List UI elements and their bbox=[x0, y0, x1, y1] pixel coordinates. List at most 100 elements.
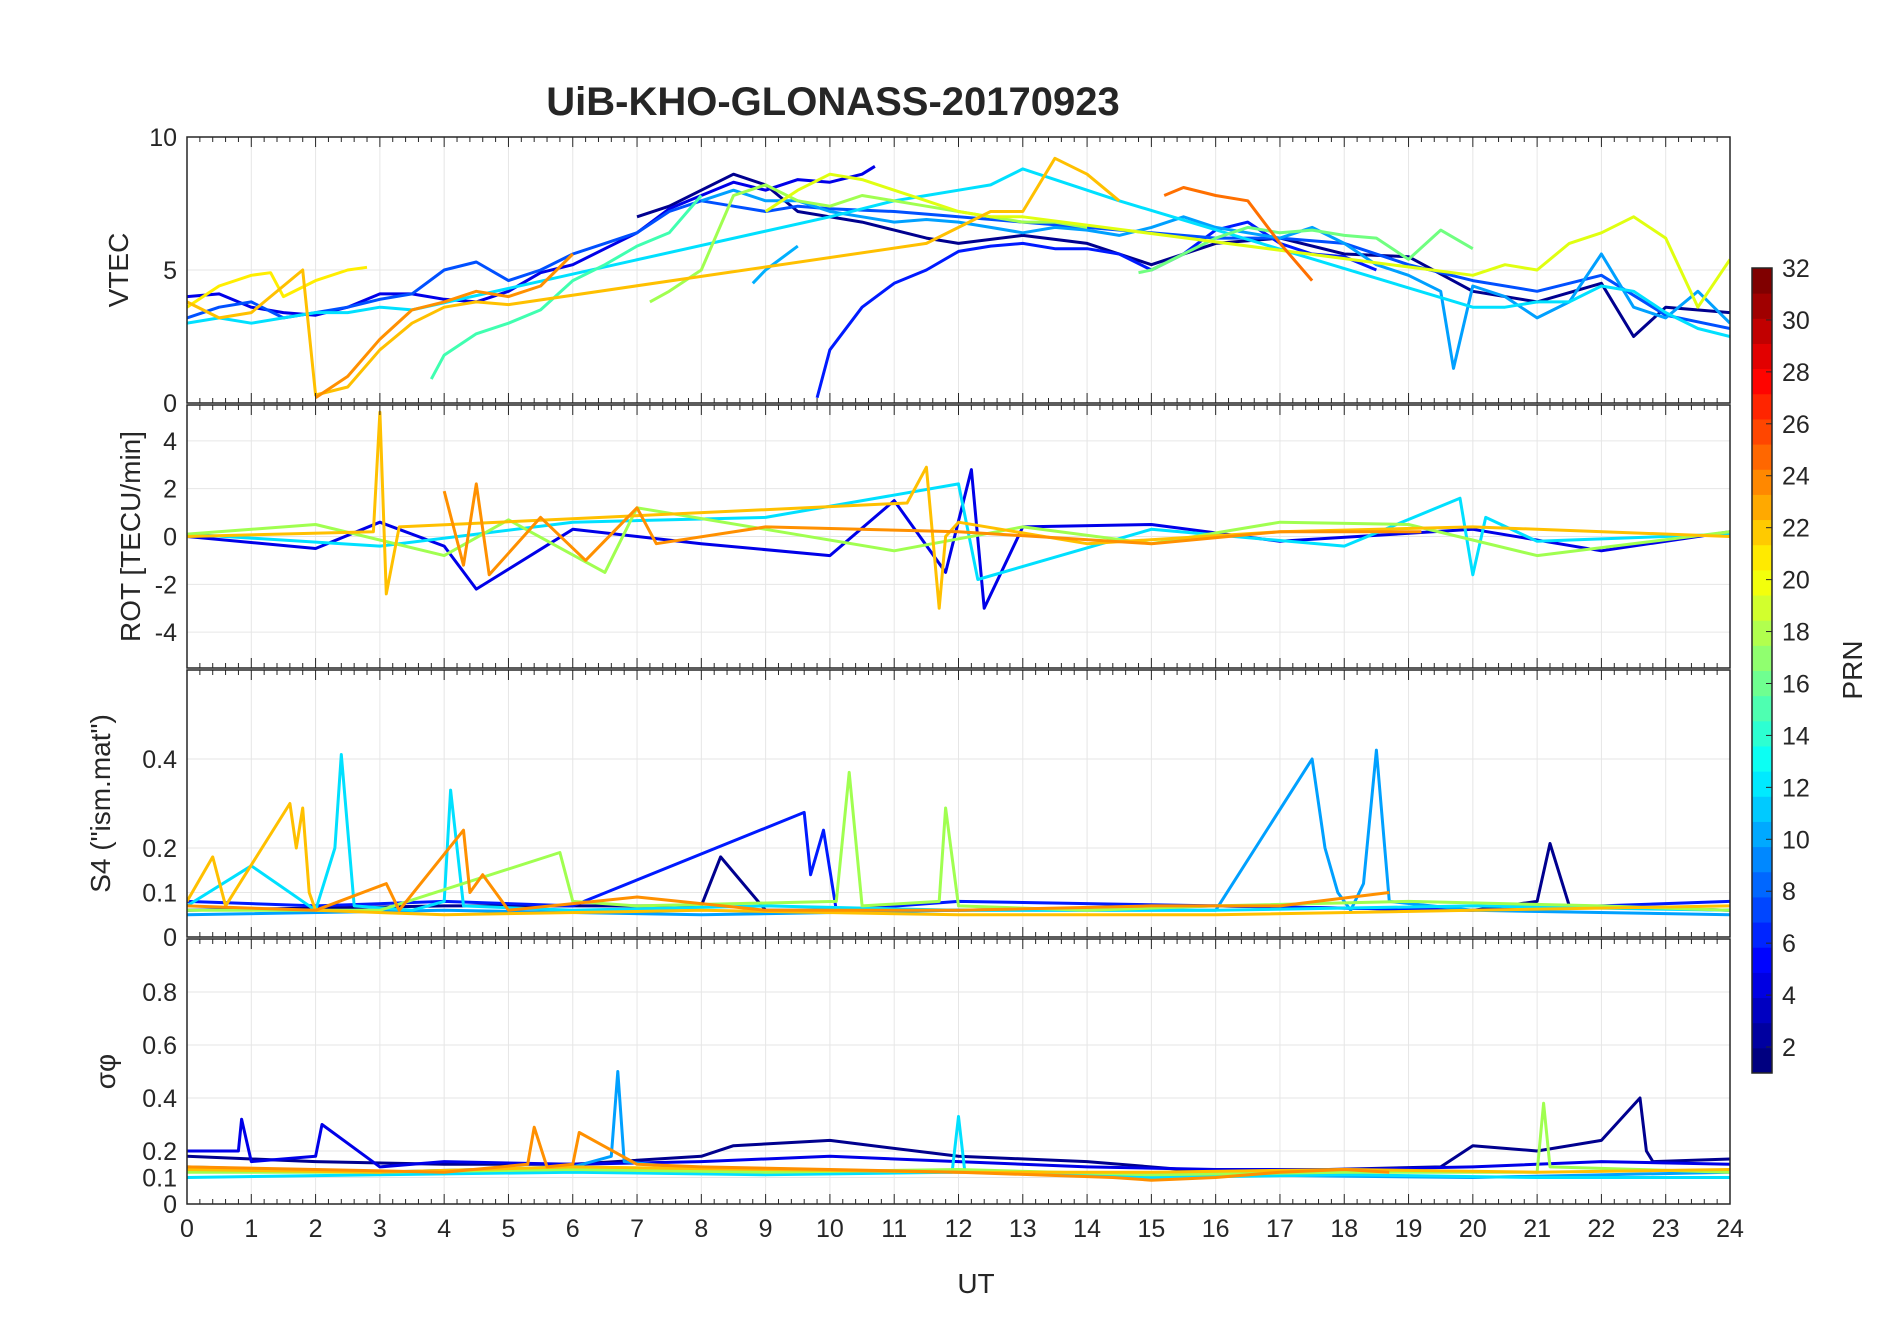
colorbar-tick-label: 4 bbox=[1782, 982, 1796, 1010]
colorbar-segment bbox=[1752, 569, 1772, 596]
y-tick-label: 0.1 bbox=[142, 1165, 177, 1193]
colorbar-tick-label: 12 bbox=[1782, 774, 1810, 802]
y-tick-label: 0 bbox=[163, 524, 177, 552]
y-tick-label: 5 bbox=[163, 257, 177, 285]
colorbar-tick-label: 28 bbox=[1782, 359, 1810, 387]
colorbar-segment bbox=[1752, 318, 1772, 344]
x-tick-label: 24 bbox=[1716, 1215, 1744, 1243]
colorbar-segment bbox=[1752, 343, 1772, 370]
series-line-prn-23 bbox=[187, 1125, 1390, 1182]
colorbar-segment bbox=[1752, 695, 1772, 722]
series-line-prn-19 bbox=[764, 172, 1730, 309]
colorbar-segment bbox=[1752, 796, 1772, 822]
y-tick-label: -2 bbox=[155, 571, 177, 599]
x-tick-label: 18 bbox=[1330, 1215, 1358, 1243]
series-line-prn-9 bbox=[187, 748, 1730, 917]
colorbar-segment bbox=[1752, 922, 1772, 948]
colorbar-segment bbox=[1752, 745, 1772, 772]
series-line-prn-17 bbox=[649, 183, 1088, 304]
series-line-prn-17 bbox=[187, 1101, 1730, 1177]
x-tick-label: 22 bbox=[1588, 1215, 1616, 1243]
x-tick-label: 2 bbox=[309, 1215, 323, 1243]
x-tick-labels: 0 1 2 3 4 5 6 7 8 9 10 11 12 13 14 15 16 17 18 19 20 21 22 23 24 bbox=[180, 1215, 1744, 1243]
panel-vtec: 0 5 10 VTEC bbox=[103, 124, 1731, 418]
colorbar-segment bbox=[1752, 268, 1772, 294]
series-group bbox=[187, 156, 1730, 399]
x-tick-label: 10 bbox=[816, 1215, 844, 1243]
x-tick-label: 11 bbox=[881, 1215, 907, 1243]
y-axis-label: σφ bbox=[90, 1054, 121, 1089]
y-tick-label: 0.2 bbox=[142, 835, 177, 863]
panel-rot: -4 -2 0 2 4 ROT [TECU/min] bbox=[115, 404, 1731, 669]
colorbar-segment bbox=[1752, 418, 1772, 445]
series-line-prn-12 bbox=[187, 167, 1730, 338]
x-tick-label: 7 bbox=[630, 1215, 644, 1243]
series-group bbox=[187, 748, 1730, 917]
y-tick-label: 0 bbox=[163, 390, 177, 418]
x-tick-label: 12 bbox=[945, 1215, 973, 1243]
x-tick-label: 1 bbox=[244, 1215, 258, 1243]
colorbar-segment bbox=[1752, 821, 1772, 848]
colorbar-tick-label: 16 bbox=[1782, 670, 1810, 698]
y-tick-label: 0.4 bbox=[142, 746, 177, 774]
x-tick-label: 19 bbox=[1395, 1215, 1423, 1243]
series-line-prn-1 bbox=[636, 172, 1730, 338]
colorbar-tick-label: 30 bbox=[1782, 307, 1810, 335]
colorbar-tick-label: 20 bbox=[1782, 567, 1810, 595]
x-axis-label: UT bbox=[957, 1268, 994, 1299]
colorbar-segment bbox=[1752, 720, 1772, 747]
colorbar-tick-label: 2 bbox=[1782, 1034, 1796, 1062]
series-line-prn-24 bbox=[1163, 186, 1314, 282]
x-tick-label: 13 bbox=[1009, 1215, 1037, 1243]
y-tick-label: 4 bbox=[163, 428, 177, 456]
colorbar-segment bbox=[1752, 494, 1772, 521]
colorbar-segment bbox=[1752, 645, 1772, 671]
colorbar-segment bbox=[1752, 544, 1772, 571]
x-tick-label: 17 bbox=[1266, 1215, 1294, 1243]
x-tick-label: 23 bbox=[1652, 1215, 1680, 1243]
series-line-prn-17 bbox=[187, 770, 1730, 912]
y-tick-label: 0 bbox=[163, 924, 177, 952]
colorbar-segment bbox=[1752, 620, 1772, 646]
series-line-prn-23 bbox=[314, 252, 574, 399]
y-tick-label: 0.8 bbox=[142, 979, 177, 1007]
series-line-prn-10 bbox=[751, 244, 799, 285]
x-tick-label: 5 bbox=[502, 1215, 516, 1243]
y-tick-label: 10 bbox=[149, 124, 177, 152]
series-line-prn-15 bbox=[1138, 225, 1474, 275]
x-tick-label: 9 bbox=[759, 1215, 773, 1243]
colorbar-tick-label: 8 bbox=[1782, 878, 1796, 906]
chart-title: UiB-KHO-GLONASS-20170923 bbox=[546, 80, 1120, 124]
x-tick-label: 8 bbox=[694, 1215, 708, 1243]
series-line-prn-12 bbox=[187, 1115, 1730, 1179]
y-tick-label: 0.1 bbox=[142, 880, 177, 908]
y-axis-label: VTEC bbox=[103, 233, 134, 308]
colorbar-segment bbox=[1752, 444, 1772, 470]
colorbar-segment bbox=[1752, 1047, 1772, 1074]
colorbar-segment bbox=[1752, 846, 1772, 873]
x-tick-label: 14 bbox=[1073, 1215, 1101, 1243]
y-tick-label: -4 bbox=[155, 619, 177, 647]
colorbar-segment bbox=[1752, 972, 1772, 999]
colorbar-segment bbox=[1752, 368, 1772, 395]
y-tick-label: 2 bbox=[163, 476, 177, 504]
x-tick-label: 4 bbox=[437, 1215, 451, 1243]
series-line-prn-17 bbox=[187, 506, 1730, 574]
x-tick-label: 21 bbox=[1523, 1215, 1551, 1243]
y-tick-label: 0.6 bbox=[142, 1032, 177, 1060]
series-group bbox=[187, 410, 1730, 610]
colorbar-segment bbox=[1752, 293, 1772, 319]
series-line-prn-21 bbox=[187, 156, 1121, 397]
colorbar-tick-label: 10 bbox=[1782, 826, 1810, 854]
series-line-prn-6 bbox=[187, 199, 1730, 330]
colorbar-segment bbox=[1752, 595, 1772, 621]
colorbar-segment bbox=[1752, 871, 1772, 898]
y-tick-label: 0 bbox=[163, 1191, 177, 1219]
colorbar-tick-label: 18 bbox=[1782, 619, 1810, 647]
x-tick-label: 15 bbox=[1137, 1215, 1165, 1243]
colorbar-tick-label: 6 bbox=[1782, 930, 1796, 958]
series-line-prn-12 bbox=[187, 482, 1730, 581]
y-tick-label: 0.2 bbox=[142, 1138, 177, 1166]
